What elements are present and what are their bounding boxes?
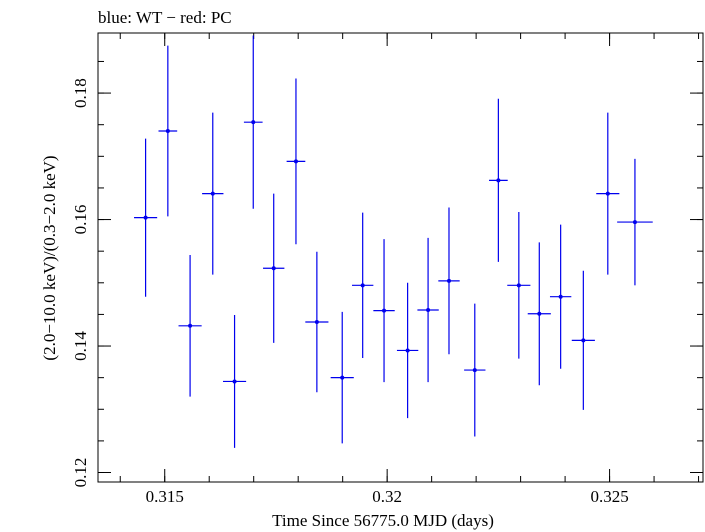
data-point [571,270,595,410]
data-point [617,158,653,286]
x-axis-label: Time Since 56775.0 MJD (days) [272,511,494,530]
point-marker [271,266,276,271]
point-marker [143,215,148,220]
point-marker [382,308,387,313]
x-tick-label: 0.325 [590,487,628,506]
point-marker [210,191,215,196]
y-tick-label: 0.16 [71,205,90,235]
data-point [373,239,395,383]
data-point [223,315,247,448]
data-point [527,242,551,386]
data-point [243,35,263,209]
point-marker [558,294,563,299]
chart-title: blue: WT − red: PC [98,8,232,27]
data-points [134,35,653,448]
point-marker [446,278,451,283]
data-point [263,193,285,343]
plot-frame [97,32,704,483]
point-marker [314,320,319,325]
data-point [417,237,439,383]
data-point [134,138,158,297]
point-marker [605,191,610,196]
point-marker [405,348,410,353]
x-tick-label: 0.32 [372,487,402,506]
data-point [178,254,202,397]
point-marker [251,120,256,125]
point-marker [472,368,477,373]
data-point [438,207,460,355]
data-point [330,311,354,444]
data-point [549,224,572,369]
data-point [158,45,178,217]
data-point [305,251,329,393]
data-point [464,303,486,437]
point-marker [293,159,298,164]
y-axis-label: (2.0−10.0 keV)/(0.3−2.0 keV) [40,155,59,360]
data-point [286,78,306,245]
point-marker [632,220,637,225]
point-marker [340,375,345,380]
data-point [396,282,419,419]
point-marker [188,323,193,328]
point-marker [426,307,431,312]
point-marker [516,283,521,288]
point-marker [581,338,586,343]
point-marker [165,129,170,134]
data-point [596,112,620,275]
point-marker [537,311,542,316]
data-point [202,112,224,275]
data-point [507,211,531,359]
y-tick-label: 0.18 [71,78,90,108]
data-point [489,98,508,262]
axis-tick-labels: 0.315 0.32 0.325 0.12 0.14 0.16 0.18 [71,78,629,506]
y-tick-label: 0.14 [71,331,90,361]
y-tick-label: 0.12 [71,458,90,488]
data-point [352,212,374,359]
axis-ticks [98,33,703,482]
point-marker [360,283,365,288]
point-marker [496,178,501,183]
point-marker [232,379,237,384]
x-tick-label: 0.315 [146,487,184,506]
